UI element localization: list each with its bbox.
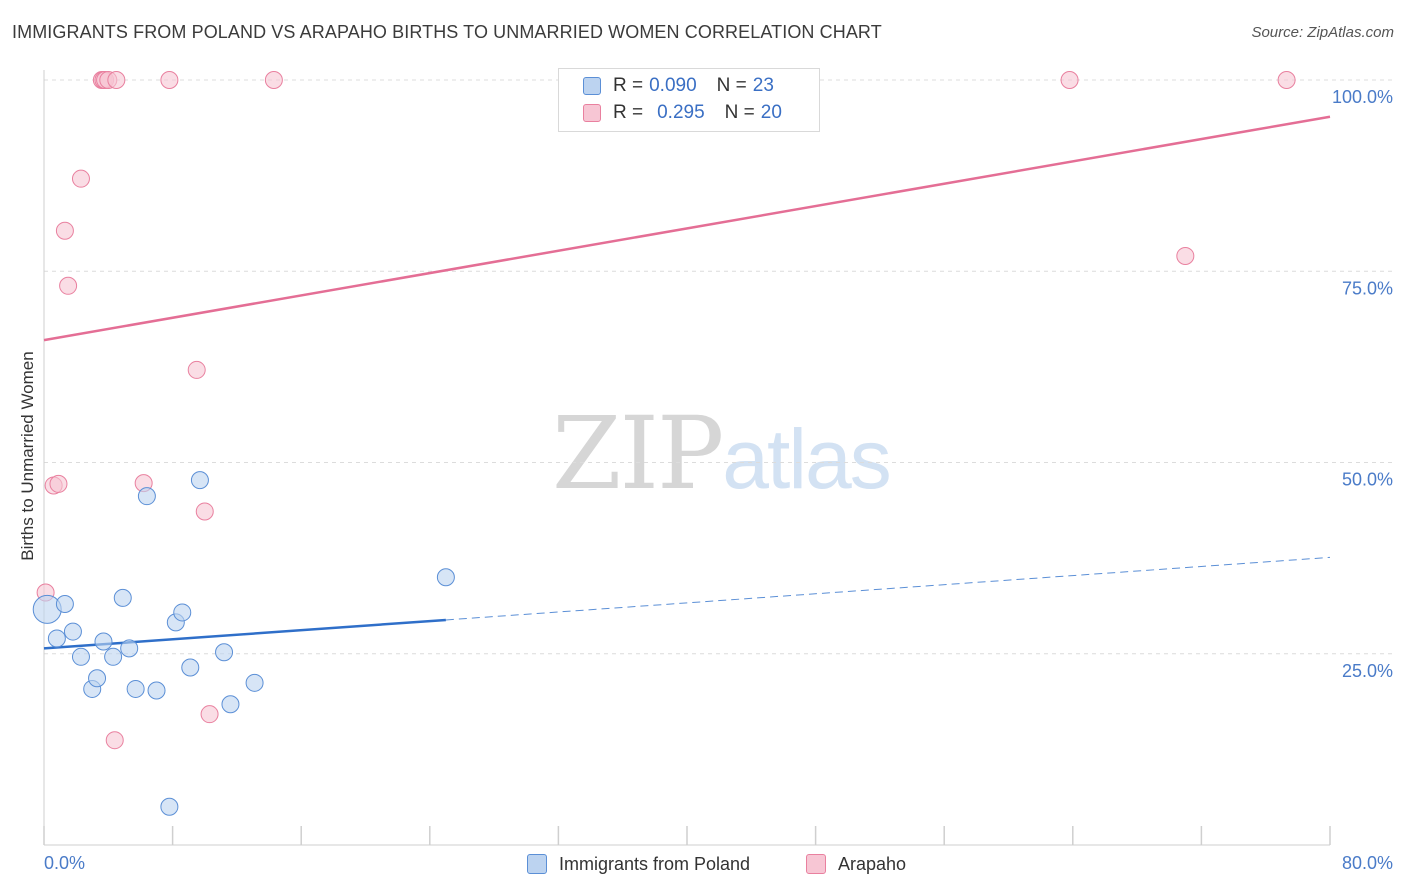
- arapaho-point: [1176, 246, 1195, 265]
- poland-legend-label: Immigrants from Poland: [559, 853, 751, 874]
- gridlines: [44, 79, 1395, 655]
- watermark: ZIPatlas: [552, 395, 892, 512]
- poland-point: [190, 471, 209, 490]
- poland-point: [221, 695, 240, 714]
- bottom-legend-poland[interactable]: Immigrants from Poland: [527, 852, 750, 876]
- arapaho-point: [200, 705, 219, 724]
- tick-labels: 25.0% 50.0% 75.0% 100.0% 0.0% 80.0%: [44, 87, 1393, 873]
- legend-n-value: 20: [760, 102, 782, 123]
- arapaho-point: [1060, 71, 1079, 89]
- poland-point: [436, 568, 455, 587]
- poland-legend-icon: [527, 854, 547, 874]
- arapaho-swatch-icon: [583, 104, 601, 122]
- poland-point: [113, 588, 132, 607]
- poland-point: [32, 594, 62, 624]
- y-tick-label: 100.0%: [1332, 87, 1393, 107]
- arapaho-point: [160, 71, 179, 89]
- arapaho-legend-icon: [806, 854, 826, 874]
- legend-row-poland: R = 0.090 N = 23: [583, 73, 774, 99]
- y-tick-label: 50.0%: [1342, 470, 1393, 490]
- y-tick-label: 25.0%: [1342, 661, 1393, 681]
- arapaho-point: [49, 474, 68, 493]
- arapaho-point: [71, 169, 90, 188]
- arapaho-point: [59, 276, 78, 295]
- poland-point: [215, 643, 234, 662]
- axes: [43, 70, 1331, 846]
- legend-n-label: N =: [716, 75, 747, 96]
- arapaho-point: [107, 71, 126, 89]
- correlation-legend: R = 0.090 N = 23 R = 0.295 N = 20: [558, 68, 820, 132]
- poland-point: [88, 669, 107, 688]
- arapaho-trend-line: [43, 115, 1331, 342]
- arapaho-point: [1277, 71, 1296, 89]
- x-tick-label: 0.0%: [44, 853, 85, 873]
- legend-n-value: 23: [752, 75, 774, 96]
- arapaho-point: [105, 731, 124, 750]
- y-axis-label: Births to Unmarried Women: [18, 351, 37, 561]
- legend-r-label: R =: [613, 102, 644, 123]
- bottom-legend-arapaho[interactable]: Arapaho: [806, 852, 906, 876]
- watermark-atlas: atlas: [722, 412, 891, 506]
- poland-point: [71, 647, 90, 666]
- arapaho-point: [187, 360, 206, 379]
- legend-r-value: 0.090: [649, 75, 697, 96]
- y-tick-label: 75.0%: [1342, 278, 1393, 298]
- poland-point: [104, 647, 123, 666]
- poland-point: [173, 603, 192, 622]
- poland-point: [63, 622, 82, 641]
- poland-point: [160, 797, 179, 816]
- poland-point: [245, 673, 264, 692]
- arapaho-legend-label: Arapaho: [838, 853, 907, 874]
- poland-point: [94, 632, 113, 651]
- trend-lines: [43, 115, 1331, 650]
- poland-point: [181, 658, 200, 677]
- legend-n-label: N =: [724, 102, 755, 123]
- poland-point: [120, 639, 139, 658]
- poland-point: [47, 629, 66, 648]
- arapaho-point: [55, 221, 74, 240]
- poland-trend-extension: [445, 556, 1331, 621]
- x-tick-label: 80.0%: [1342, 853, 1393, 873]
- chart-title: IMMIGRANTS FROM POLAND VS ARAPAHO BIRTHS…: [12, 22, 882, 42]
- poland-point: [147, 681, 166, 700]
- watermark-zip: ZIP: [552, 395, 724, 512]
- poland-point: [55, 595, 74, 614]
- poland-swatch-icon: [583, 77, 601, 95]
- poland-point: [126, 679, 145, 698]
- legend-r-value: 0.295: [657, 102, 705, 123]
- arapaho-point: [264, 71, 283, 89]
- data-points: [32, 71, 1296, 816]
- arapaho-point: [195, 502, 214, 521]
- source-credit: Source: ZipAtlas.com: [1251, 24, 1394, 41]
- poland-point: [137, 487, 156, 506]
- legend-r-label: R =: [613, 75, 644, 96]
- legend-row-arapaho: R = 0.295 N = 20: [583, 100, 782, 126]
